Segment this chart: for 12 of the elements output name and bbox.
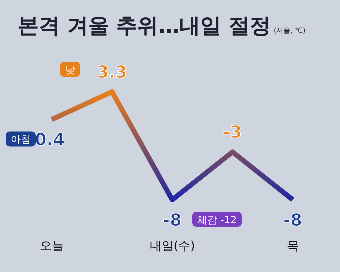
data-label: -3	[223, 123, 242, 144]
data-label: -8	[163, 211, 182, 231]
data-label: 3.3	[97, 63, 128, 83]
data-label: 0.4	[34, 130, 66, 151]
x-tick-label: 오늘	[40, 239, 64, 253]
text: 체감 -12	[198, 216, 238, 226]
x-tick-label: 목	[287, 239, 299, 253]
x-tick-label: 내일(수)	[150, 239, 196, 253]
data-label: -8	[284, 211, 302, 231]
annotation: 아침	[11, 135, 31, 146]
chart-title: 본격 겨울 추위…내일 절정	[18, 14, 271, 38]
text: 낮	[65, 66, 76, 76]
